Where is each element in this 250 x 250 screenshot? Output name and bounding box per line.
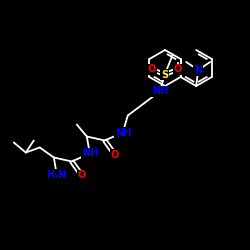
Text: O: O xyxy=(78,170,86,180)
Text: O: O xyxy=(174,64,182,74)
Text: O: O xyxy=(148,64,156,74)
Text: NH: NH xyxy=(152,86,168,97)
Text: O: O xyxy=(111,150,119,160)
Text: S: S xyxy=(161,70,168,80)
Text: H₂N: H₂N xyxy=(46,170,67,179)
Text: N: N xyxy=(194,65,202,75)
Text: NH: NH xyxy=(115,128,131,138)
Text: NH: NH xyxy=(82,148,98,158)
